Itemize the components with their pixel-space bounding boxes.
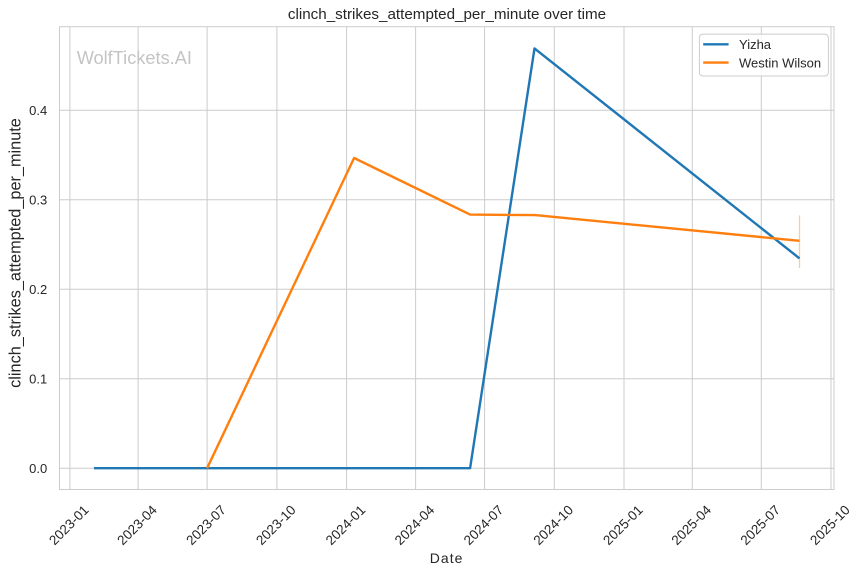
svg-text:WolfTickets.AI: WolfTickets.AI bbox=[77, 48, 192, 68]
svg-text:clinch_strikes_attempted_per_m: clinch_strikes_attempted_per_minute over… bbox=[288, 6, 606, 23]
svg-text:0.1: 0.1 bbox=[29, 371, 47, 386]
svg-text:0.3: 0.3 bbox=[29, 192, 47, 207]
svg-text:Westin Wilson: Westin Wilson bbox=[739, 55, 821, 70]
svg-text:0.0: 0.0 bbox=[29, 461, 47, 476]
svg-text:0.2: 0.2 bbox=[29, 282, 47, 297]
svg-text:Yizha: Yizha bbox=[739, 37, 772, 52]
svg-text:0.4: 0.4 bbox=[29, 103, 47, 118]
svg-text:clinch_strikes_attempted_per_m: clinch_strikes_attempted_per_minute bbox=[7, 118, 25, 388]
svg-text:Date: Date bbox=[430, 550, 464, 566]
